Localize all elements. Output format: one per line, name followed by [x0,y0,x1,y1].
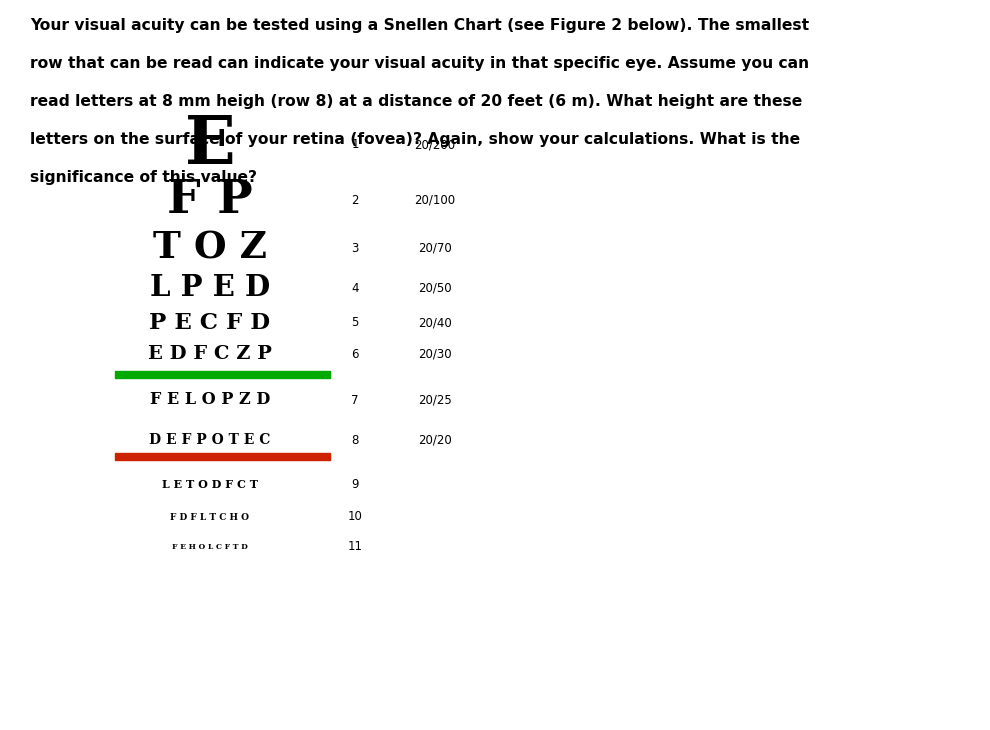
Text: 20/100: 20/100 [415,193,455,207]
Text: F E H O L C F T D: F E H O L C F T D [172,543,248,551]
Text: 20/200: 20/200 [415,139,455,152]
Text: L P E D: L P E D [149,274,270,302]
Text: 20/20: 20/20 [418,434,451,447]
Text: F P: F P [167,177,252,223]
Text: 20/40: 20/40 [418,317,451,329]
Text: 7: 7 [351,393,358,407]
Text: Your visual acuity can be tested using a Snellen Chart (see Figure 2 below). The: Your visual acuity can be tested using a… [30,18,809,33]
Text: P E C F D: P E C F D [149,312,270,334]
Text: L E T O D F C T: L E T O D F C T [162,478,258,490]
Text: F D F L T C H O: F D F L T C H O [170,512,249,521]
Text: 10: 10 [347,510,362,523]
Text: 9: 9 [351,477,358,491]
Text: row that can be read can indicate your visual acuity in that specific eye. Assum: row that can be read can indicate your v… [30,56,809,71]
Text: 20/25: 20/25 [418,393,451,407]
Bar [115,453,330,460]
Text: E: E [185,112,236,177]
Text: 20/70: 20/70 [418,242,451,255]
Text: F E L O P Z D: F E L O P Z D [149,391,270,409]
Text: 2: 2 [351,193,358,207]
Text: 6: 6 [351,347,358,361]
Text: 20/30: 20/30 [418,347,451,361]
Text: 11: 11 [347,540,362,553]
Text: read letters at 8 mm heigh (row 8) at a distance of 20 feet (6 m). What height a: read letters at 8 mm heigh (row 8) at a … [30,94,802,109]
Text: D E F P O T E C: D E F P O T E C [149,433,270,447]
Text: E D F C Z P: E D F C Z P [148,345,272,363]
Text: 8: 8 [351,434,358,447]
Bar [115,371,330,378]
Text: 5: 5 [351,317,358,329]
Text: 3: 3 [351,242,358,255]
Text: 4: 4 [351,282,358,294]
Text: T O Z: T O Z [153,229,267,266]
Text: significance of this value?: significance of this value? [30,170,257,185]
Text: letters on the surface of your retina (fovea)? Again, show your calculations. Wh: letters on the surface of your retina (f… [30,132,800,147]
Text: 1: 1 [351,139,358,152]
Text: 20/50: 20/50 [418,282,451,294]
